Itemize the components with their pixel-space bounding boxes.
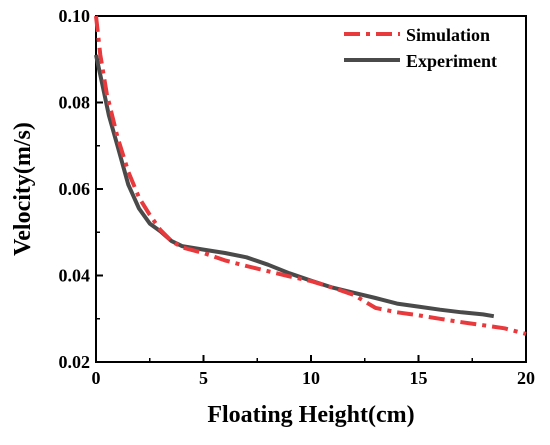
x-tick-label: 0 [92,368,101,388]
x-tick-label: 5 [199,368,208,388]
y-tick-label: 0.10 [59,6,91,26]
y-tick-label: 0.02 [59,352,91,372]
legend: Simulation Experiment [344,25,497,71]
series-line-experiment [94,54,495,319]
legend-label-experiment: Experiment [406,51,497,71]
y-tick-label: 0.04 [59,266,91,286]
legend-label-simulation: Simulation [406,25,490,45]
y-tick-label: 0.06 [59,179,91,199]
y-tick-label: 0.08 [59,93,91,113]
x-tick-label: 10 [302,368,320,388]
y-axis-title: Velocity(m/s) [10,122,36,256]
x-tick-label: 20 [517,368,535,388]
x-axis-title: Floating Height(cm) [207,402,414,428]
series-lines [94,15,527,336]
series-line-simulation [94,15,527,336]
x-tick-label: 15 [410,368,428,388]
axis-ticks: 0 5 10 15 20 0.02 0.04 0.06 0.08 0.10 [59,6,536,388]
